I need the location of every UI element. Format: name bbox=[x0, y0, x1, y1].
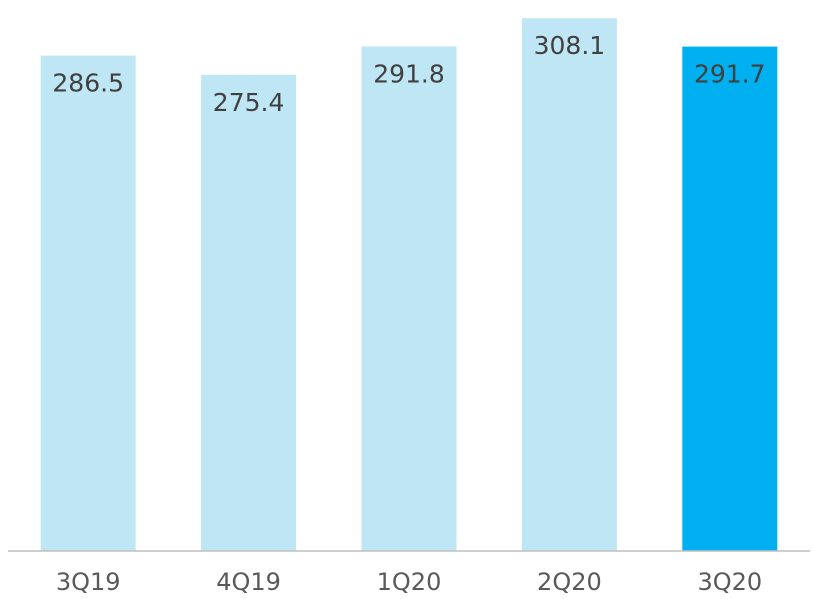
bar-3q20 bbox=[682, 46, 778, 551]
bar-2q20 bbox=[521, 18, 617, 551]
x-tick-label-3q20: 3Q20 bbox=[697, 568, 762, 596]
x-tick-label-3q19: 3Q19 bbox=[56, 568, 121, 596]
bar-1q20 bbox=[361, 46, 457, 552]
value-label-3q19: 286.5 bbox=[52, 69, 124, 98]
value-labels-group: 286.5 275.4 291.8 308.1 291.7 bbox=[52, 31, 765, 117]
x-tick-label-4q19: 4Q19 bbox=[216, 568, 281, 596]
value-label-2q20: 308.1 bbox=[534, 31, 606, 60]
value-label-4q19: 275.4 bbox=[213, 88, 285, 117]
x-tick-labels-group: 3Q19 4Q19 1Q20 2Q20 3Q20 bbox=[56, 568, 762, 596]
bars-group bbox=[40, 18, 778, 552]
value-label-3q20: 291.7 bbox=[694, 60, 766, 89]
x-tick-label-2q20: 2Q20 bbox=[537, 568, 602, 596]
bar-3q19 bbox=[40, 55, 136, 551]
bar-4q19 bbox=[201, 74, 297, 552]
x-tick-label-1q20: 1Q20 bbox=[377, 568, 442, 596]
value-label-1q20: 291.8 bbox=[373, 59, 445, 88]
